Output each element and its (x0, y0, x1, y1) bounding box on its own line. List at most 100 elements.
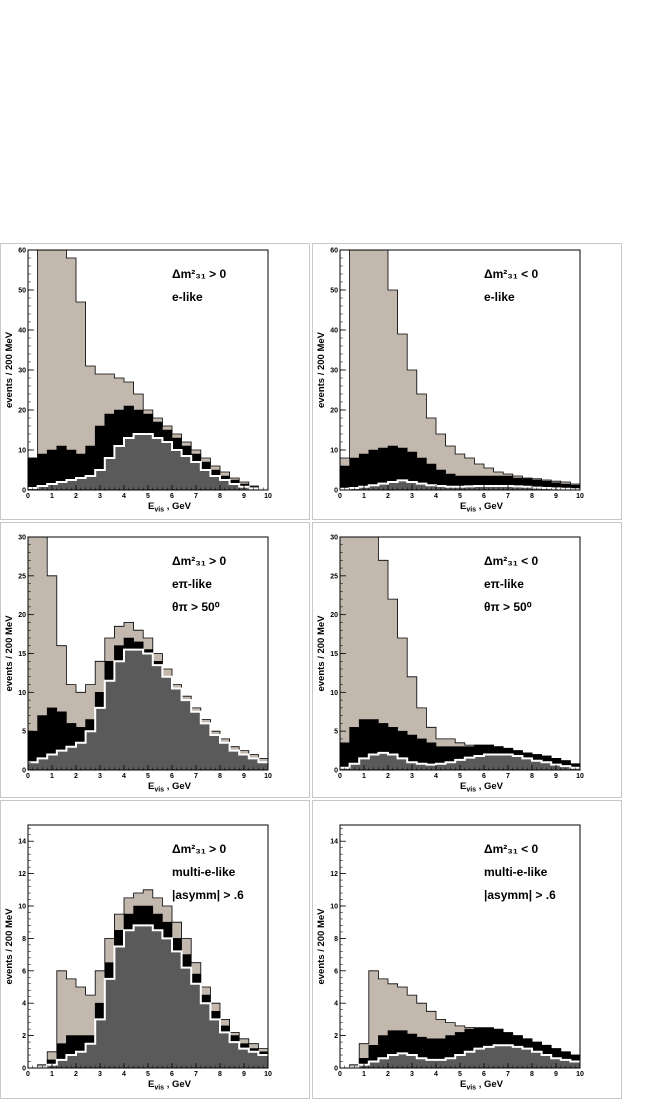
panel-annotation-line: Δm²₃₁ > 0 (172, 842, 226, 856)
x-tick-label: 2 (386, 1071, 390, 1078)
panel-middle-right: 0 1 2 3 4 5 6 7 8 9 10 0 5 10 15 20 25 30 events / 200 MeV… (312, 522, 622, 798)
plot-area (340, 537, 580, 770)
x-tick-label: 8 (530, 773, 534, 780)
y-tick-label: 10 (330, 904, 338, 911)
y-tick-label: 10 (18, 448, 26, 455)
x-tick-label: 0 (26, 493, 30, 500)
x-tick-label: 1 (362, 773, 366, 780)
x-axis-label: Evis , GeV (460, 501, 504, 514)
y-tick-label: 60 (330, 248, 338, 255)
x-tick-label: 10 (264, 773, 272, 780)
panel-annotation-line: Δm²₃₁ < 0 (484, 842, 538, 856)
x-tick-label: 8 (218, 773, 222, 780)
panel-middle-left: 0 1 2 3 4 5 6 7 8 9 10 0 5 10 15 20 25 30 events / 200 MeV… (0, 522, 310, 798)
y-tick-label: 20 (18, 612, 26, 619)
plot-area (28, 250, 268, 490)
y-axis-label: events / 200 MeV (316, 615, 327, 692)
y-tick-label: 30 (18, 368, 26, 375)
x-tick-label: 8 (530, 1071, 534, 1078)
x-tick-label: 4 (434, 773, 438, 780)
x-tick-label: 9 (242, 1071, 246, 1078)
x-tick-label: 7 (506, 773, 510, 780)
x-tick-label: 3 (410, 1071, 414, 1078)
y-tick-label: 10 (330, 690, 338, 697)
y-tick-label: 2 (334, 1033, 338, 1040)
x-tick-label: 7 (194, 493, 198, 500)
series-signal-area (340, 752, 580, 770)
x-tick-label: 0 (338, 773, 342, 780)
x-tick-label: 8 (218, 1071, 222, 1078)
x-tick-label: 10 (264, 493, 272, 500)
y-tick-label: 0 (22, 488, 26, 495)
panel-annotation-line: |asymm| > .6 (484, 888, 556, 902)
x-tick-label: 3 (98, 1071, 102, 1078)
x-tick-label: 6 (482, 493, 486, 500)
series-signal-edge (28, 924, 268, 1068)
y-tick-label: 15 (18, 651, 26, 658)
x-tick-label: 6 (170, 493, 174, 500)
x-tick-label: 10 (576, 493, 584, 500)
y-tick-label: 15 (330, 651, 338, 658)
y-tick-label: 6 (334, 968, 338, 975)
y-tick-label: 20 (330, 408, 338, 415)
x-tick-label: 8 (218, 493, 222, 500)
x-tick-label: 10 (576, 1071, 584, 1078)
x-tick-label: 9 (554, 773, 558, 780)
x-tick-label: 2 (74, 493, 78, 500)
x-tick-label: 4 (434, 1071, 438, 1078)
x-tick-label: 2 (74, 1071, 78, 1078)
y-tick-label: 40 (330, 328, 338, 335)
x-axis-label: Evis , GeV (460, 1079, 504, 1092)
x-tick-label: 3 (98, 493, 102, 500)
y-tick-label: 40 (18, 328, 26, 335)
y-tick-label: 10 (18, 904, 26, 911)
x-tick-label: 1 (50, 773, 54, 780)
x-tick-label: 5 (146, 1071, 150, 1078)
x-tick-label: 1 (362, 493, 366, 500)
x-tick-label: 7 (506, 1071, 510, 1078)
x-tick-label: 0 (338, 493, 342, 500)
y-tick-label: 0 (22, 768, 26, 775)
x-tick-label: 10 (264, 1071, 272, 1078)
panel-annotation-line: Δm²₃₁ > 0 (172, 267, 226, 281)
y-tick-label: 0 (334, 768, 338, 775)
y-tick-label: 4 (22, 1001, 26, 1008)
x-axis-label: Evis , GeV (148, 1079, 192, 1092)
y-tick-label: 14 (18, 839, 26, 846)
x-tick-label: 6 (170, 773, 174, 780)
x-tick-label: 6 (482, 773, 486, 780)
series-signal-edge (28, 648, 268, 764)
y-tick-label: 50 (330, 288, 338, 295)
panel-annotation-line: e-like (172, 290, 203, 304)
plot-area (340, 250, 580, 490)
x-axis-label: Evis , GeV (148, 781, 192, 794)
x-tick-label: 7 (194, 773, 198, 780)
panel-annotation-line: θπ > 50⁰ (172, 600, 220, 614)
series-signal-area (340, 1045, 580, 1068)
y-tick-label: 25 (330, 573, 338, 580)
panel-annotation-line: eπ-like (172, 577, 212, 591)
x-tick-label: 0 (338, 1071, 342, 1078)
y-tick-label: 10 (330, 448, 338, 455)
y-tick-label: 30 (18, 535, 26, 542)
y-tick-label: 30 (330, 368, 338, 375)
panel-annotation-line: eπ-like (484, 577, 524, 591)
y-tick-label: 0 (334, 488, 338, 495)
x-tick-label: 9 (242, 773, 246, 780)
series-signal-edge (340, 1044, 580, 1068)
x-tick-label: 3 (410, 493, 414, 500)
x-tick-label: 4 (122, 1071, 126, 1078)
x-tick-label: 3 (410, 773, 414, 780)
x-tick-label: 8 (530, 493, 534, 500)
y-tick-label: 12 (330, 871, 338, 878)
x-tick-label: 5 (146, 773, 150, 780)
x-tick-label: 0 (26, 1071, 30, 1078)
plot-area (340, 970, 580, 1068)
y-tick-label: 0 (22, 1066, 26, 1073)
x-tick-label: 9 (554, 1071, 558, 1078)
x-tick-label: 4 (434, 493, 438, 500)
y-tick-label: 20 (330, 612, 338, 619)
